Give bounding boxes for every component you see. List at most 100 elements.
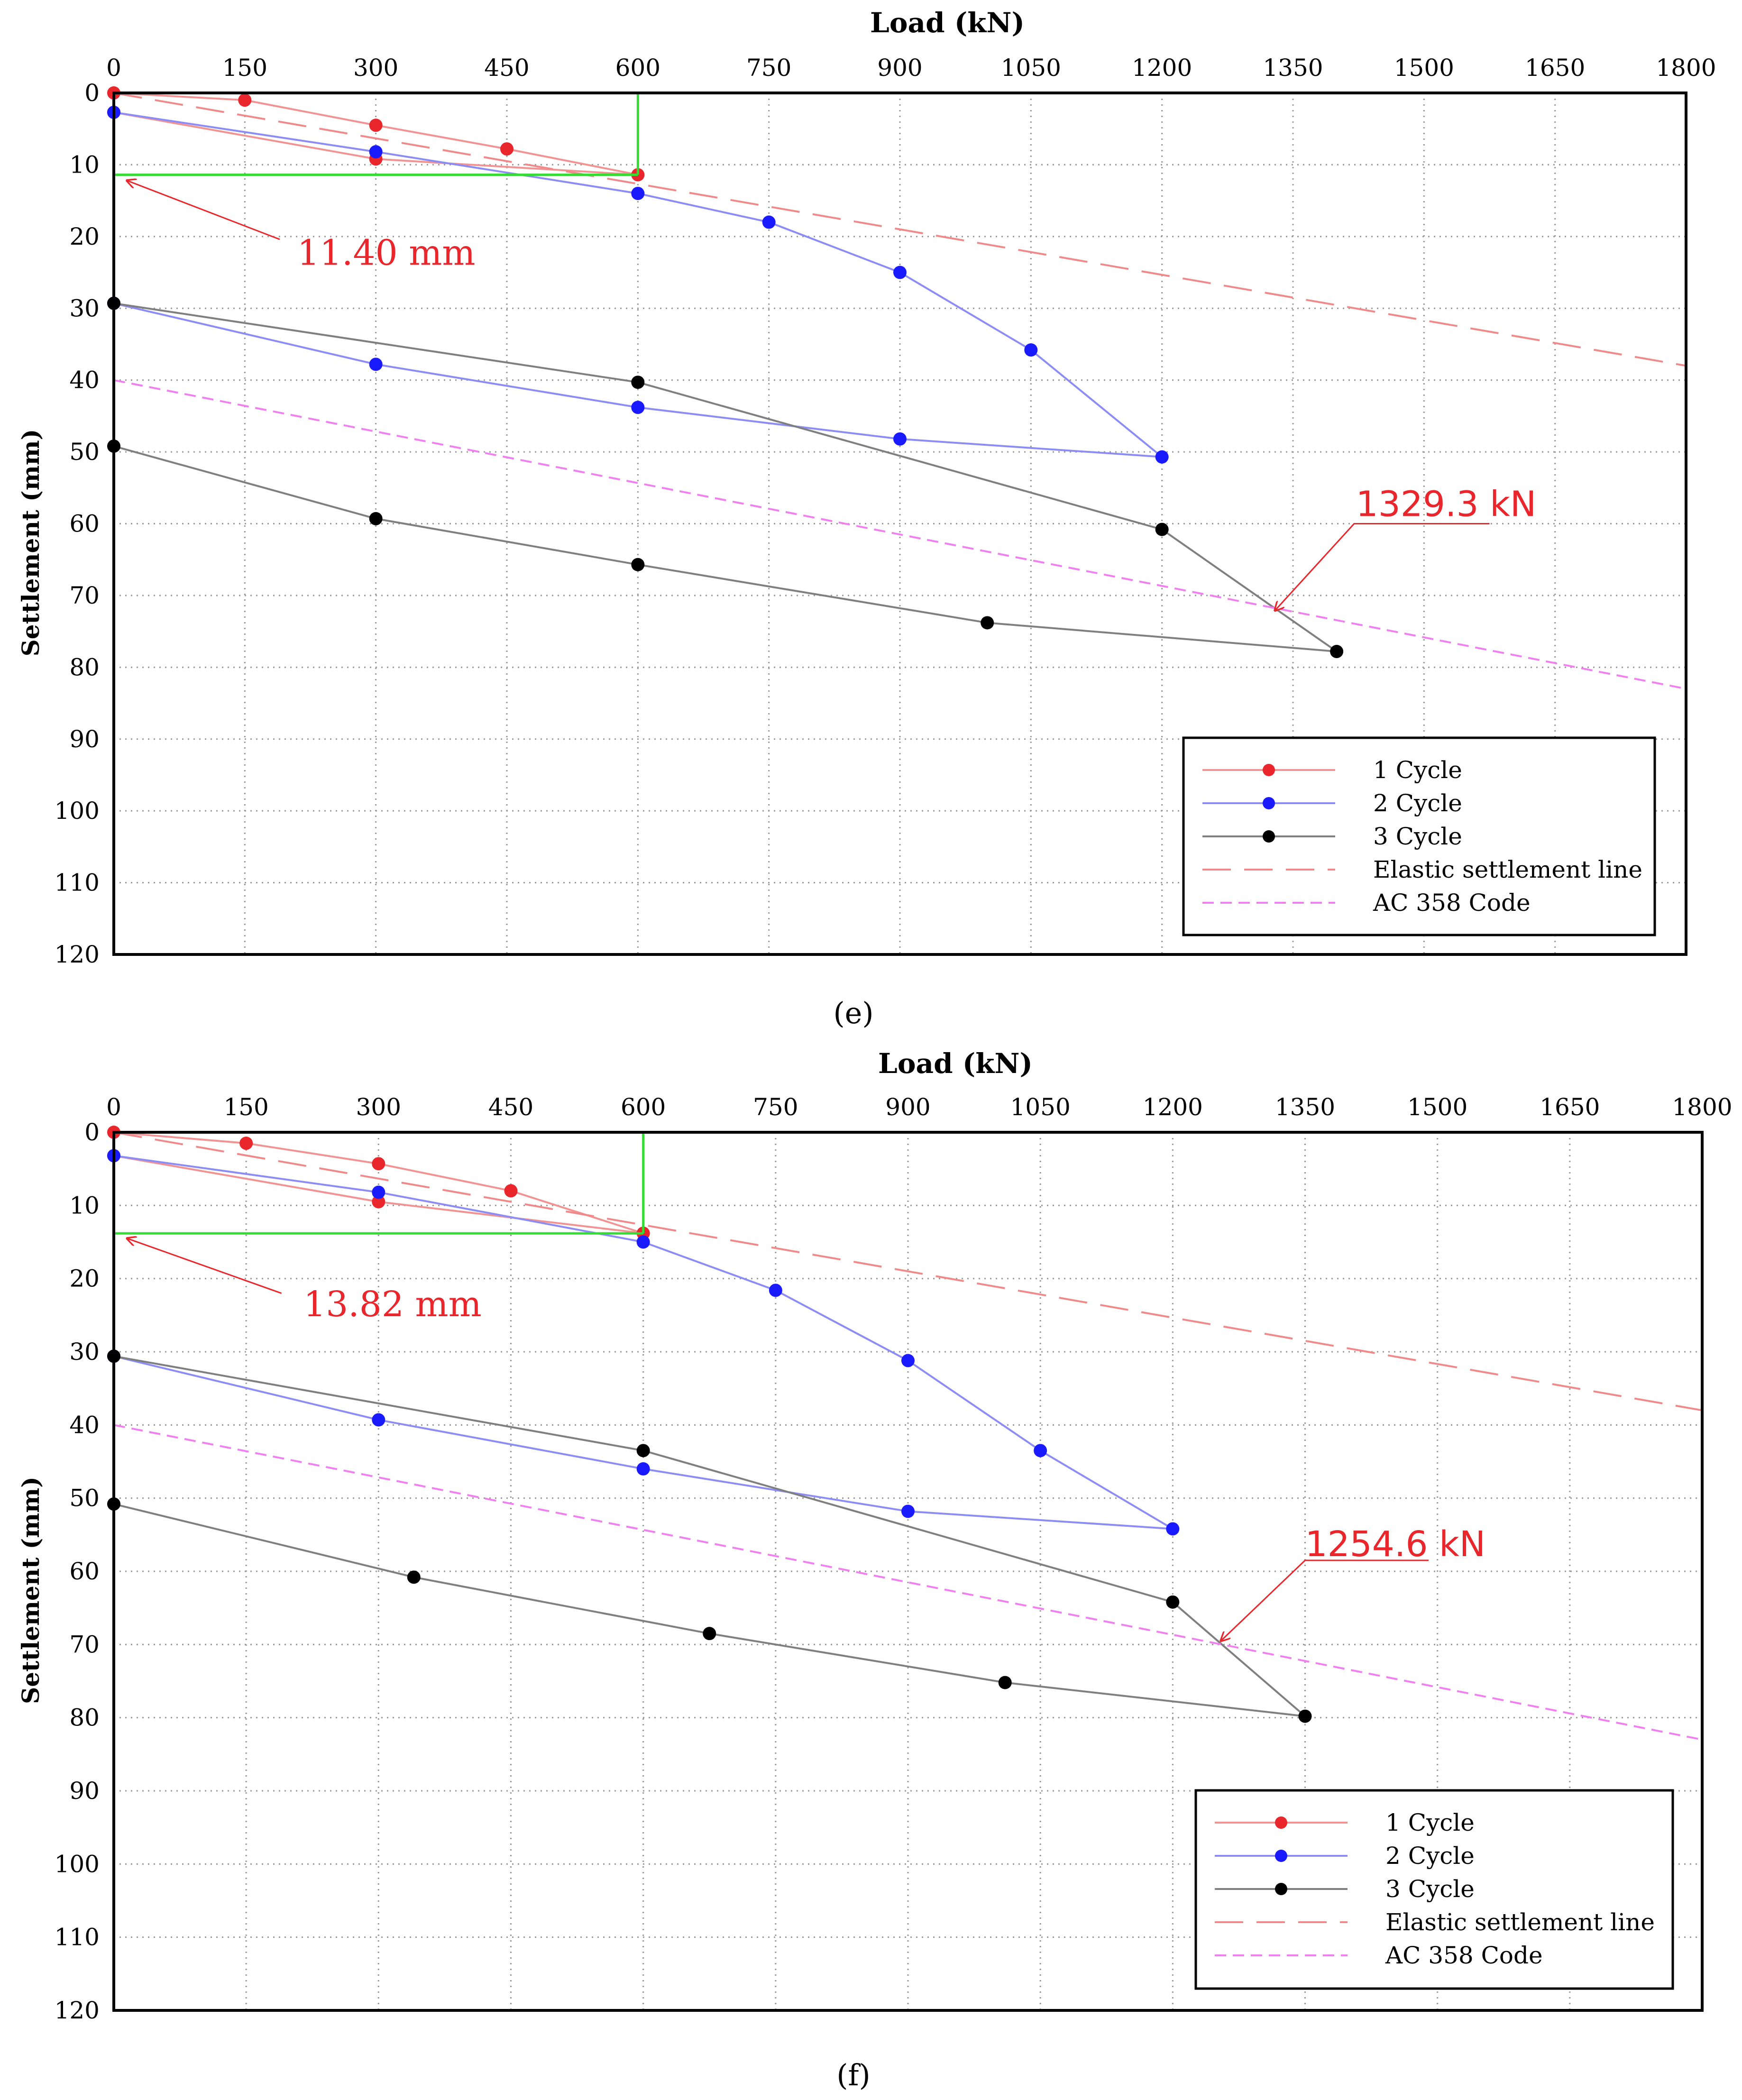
x-tick-label: 1500	[1407, 1093, 1467, 1121]
series-group	[107, 86, 1687, 690]
data-point-2-cycle	[1166, 1522, 1180, 1536]
legend: 1 Cycle 2 Cycle 3 Cycle Elastic settlement …	[1194, 1789, 1674, 1990]
data-point-3-cycle	[407, 1570, 421, 1584]
x-tick-label: 900	[877, 54, 922, 82]
legend-swatch-marker	[1263, 797, 1275, 809]
annotation-label: 13.82 mm	[303, 1284, 482, 1325]
legend-label: AC 358 Code	[1373, 889, 1531, 917]
y-tick-label: 50	[69, 1485, 100, 1512]
legend-label: 1 Cycle	[1373, 756, 1462, 784]
x-tick-label: 750	[746, 54, 791, 82]
series-line-ac-358-code	[113, 379, 1687, 690]
y-axis-title: Settlement (mm)	[17, 429, 45, 657]
data-point-2-cycle	[369, 358, 383, 371]
x-tick-label: 750	[753, 1093, 798, 1121]
x-tick-label: 450	[484, 54, 529, 82]
series-group	[107, 1126, 1703, 1741]
data-point-2-cycle	[893, 266, 907, 279]
y-tick-label: 0	[84, 79, 100, 107]
data-point-3-cycle	[369, 512, 383, 525]
annotation-arrow	[127, 181, 280, 240]
x-axis-title: Load (kN)	[870, 7, 1025, 39]
x-tick-label: 600	[621, 1093, 666, 1121]
data-point-2-cycle	[893, 432, 907, 446]
x-tick-label: 1050	[1001, 54, 1061, 82]
data-point-3-cycle	[703, 1627, 716, 1641]
annotation-arrow	[127, 1238, 282, 1294]
grid	[114, 1132, 1702, 2010]
data-point-1-cycle	[372, 1195, 385, 1209]
legend-swatch-marker	[1263, 764, 1275, 776]
x-tick-label: 900	[885, 1093, 930, 1121]
y-tick-label: 20	[69, 1265, 100, 1293]
y-tick-label: 50	[69, 438, 100, 466]
data-point-3-cycle	[998, 1676, 1012, 1689]
y-tick-label: 90	[69, 1777, 100, 1805]
x-tick-label: 600	[615, 54, 660, 82]
y-tick-label: 10	[69, 1192, 100, 1219]
legend-label: 1 Cycle	[1385, 1809, 1475, 1836]
y-tick-label: 120	[55, 1997, 100, 2024]
legend-swatch-marker	[1263, 830, 1275, 843]
series-line-3-cycle	[113, 1355, 1306, 1717]
legend: 1 Cycle 2 Cycle 3 Cycle Elastic settlement …	[1182, 736, 1656, 936]
annotation-arrow	[1221, 1559, 1429, 1641]
data-point-2-cycle	[901, 1354, 915, 1367]
annotation-arrow	[1275, 523, 1490, 611]
legend-label: 2 Cycle	[1385, 1842, 1475, 1870]
y-tick-label: 40	[69, 367, 100, 394]
data-point-2-cycle	[1155, 450, 1169, 464]
series-line-3-cycle	[113, 302, 1338, 653]
data-point-2-cycle	[372, 1185, 385, 1199]
legend-label: Elastic settlement line	[1373, 856, 1642, 883]
x-axis-title: Load (kN)	[878, 1047, 1033, 1080]
data-point-2-cycle	[901, 1504, 915, 1518]
data-point-2-cycle	[769, 1284, 782, 1297]
y-tick-label: 110	[55, 1924, 100, 1951]
data-point-2-cycle	[636, 1462, 650, 1476]
data-point-2-cycle	[369, 145, 383, 159]
y-tick-label: 70	[69, 582, 100, 609]
series-line-elastic-settlement-line	[113, 1131, 1703, 1412]
x-tick-label: 1350	[1263, 54, 1323, 82]
chart-panel-e: 0 150 300 450 600 750 900 1050 1200 1350 1500 1650 1…	[17, 7, 1716, 968]
y-tick-label: 120	[55, 941, 100, 968]
y-tick-label: 110	[55, 869, 100, 897]
data-point-3-cycle	[1166, 1595, 1180, 1609]
y-tick-label: 0	[84, 1119, 100, 1146]
panel-caption-e: (e)	[833, 996, 873, 1030]
data-point-1-cycle	[369, 119, 383, 132]
y-tick-label: 30	[69, 294, 100, 322]
series-line-elastic-settlement-line	[113, 92, 1687, 367]
x-tick-label: 1050	[1010, 1093, 1071, 1121]
legend-label: Elastic settlement line	[1385, 1908, 1655, 1936]
data-point-1-cycle	[372, 1157, 385, 1171]
plot-frame	[112, 92, 1687, 956]
x-tick-label: 1650	[1525, 54, 1585, 82]
data-point-2-cycle	[372, 1413, 385, 1427]
data-point-2-cycle	[1034, 1444, 1047, 1458]
y-tick-label: 20	[69, 223, 100, 250]
data-point-2-cycle	[1024, 343, 1038, 357]
legend-label: 3 Cycle	[1385, 1875, 1475, 1903]
legend-label: 2 Cycle	[1373, 789, 1462, 817]
y-tick-label: 60	[69, 1558, 100, 1585]
data-point-1-cycle	[239, 1137, 253, 1150]
x-tick-label: 1200	[1143, 1093, 1203, 1121]
legend-swatch-marker	[1275, 1883, 1287, 1895]
x-tick-label: 1200	[1132, 54, 1192, 82]
x-tick-label: 1350	[1275, 1093, 1335, 1121]
y-axis-title: Settlement (mm)	[17, 1476, 45, 1704]
y-tick-label: 40	[69, 1411, 100, 1439]
data-point-3-cycle	[981, 616, 994, 630]
data-point-2-cycle	[636, 1235, 650, 1249]
x-tick-label: 300	[356, 1093, 401, 1121]
data-point-3-cycle	[631, 558, 645, 571]
y-tick-label: 90	[69, 725, 100, 753]
legend-swatch-marker	[1275, 1816, 1287, 1829]
x-tick-label: 0	[106, 1093, 121, 1121]
annotation-label: 1254.6 kN	[1305, 1524, 1486, 1565]
x-tick-label: 1800	[1672, 1093, 1732, 1121]
x-tick-label: 450	[488, 1093, 533, 1121]
y-tick-label: 100	[55, 797, 100, 825]
